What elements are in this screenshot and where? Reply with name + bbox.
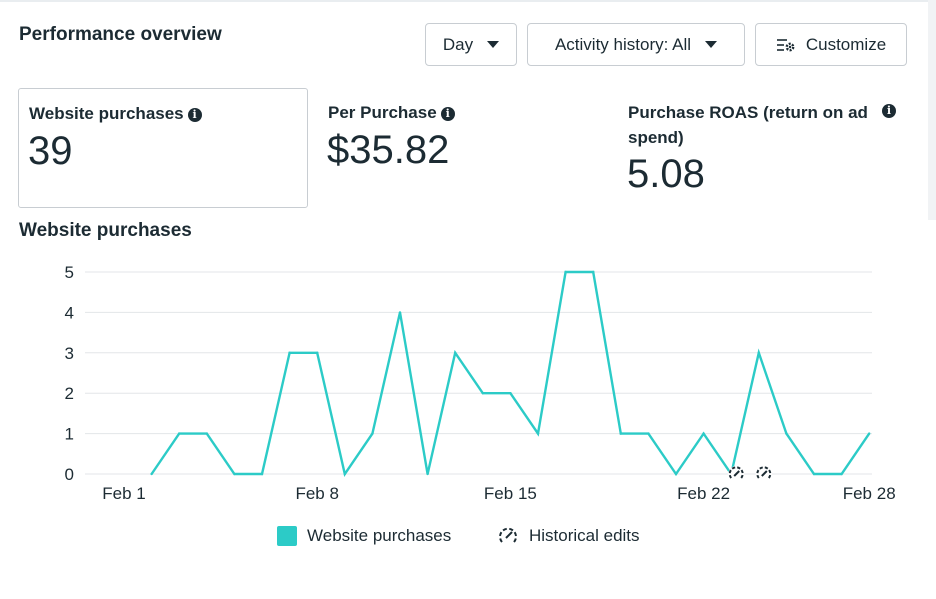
metric-label: Per Purchase i <box>328 100 455 125</box>
x-tick-label: Feb 15 <box>484 484 537 503</box>
customize-button[interactable]: Customize <box>755 23 907 66</box>
chart-title: Website purchases <box>19 220 192 241</box>
data-point <box>785 432 788 435</box>
metric-label: Website purchases i <box>29 101 202 126</box>
data-point <box>868 432 871 435</box>
data-point <box>812 472 816 476</box>
top-divider <box>0 0 936 2</box>
y-tick-label: 5 <box>65 263 74 282</box>
data-point <box>260 472 264 476</box>
activity-history-dropdown[interactable]: Activity history: All <box>527 23 745 66</box>
info-icon[interactable]: i <box>882 104 896 118</box>
data-point <box>674 472 678 476</box>
data-point <box>481 392 484 395</box>
data-point <box>398 311 402 314</box>
metric-card-per-purchase[interactable]: Per Purchase i $35.82 <box>318 88 608 208</box>
historical-edit-icon <box>499 527 517 543</box>
data-point <box>178 432 181 435</box>
day-dropdown-label: Day <box>442 34 474 54</box>
data-point <box>371 432 374 435</box>
legend-label: Website purchases <box>307 526 452 545</box>
legend-item-website-purchases[interactable]: Website purchases <box>277 526 451 546</box>
data-point <box>150 472 153 476</box>
customize-settings-icon <box>776 38 795 51</box>
x-tick-label: Feb 1 <box>102 484 145 503</box>
y-tick-label: 4 <box>65 303 74 322</box>
activity-history-label: Activity history: All <box>554 34 692 54</box>
metric-card-purchase-roas[interactable]: Purchase ROAS (return on ad spend) i 5.0… <box>618 88 908 208</box>
data-point <box>316 351 319 354</box>
y-tick-label: 3 <box>65 344 74 363</box>
data-point <box>757 351 760 354</box>
historical-edit-marker-needle <box>733 470 740 477</box>
page-title: Performance overview <box>19 24 222 45</box>
data-point <box>592 270 595 274</box>
y-tick-label: 2 <box>65 384 74 403</box>
data-point <box>426 472 429 476</box>
data-point <box>536 432 540 435</box>
data-point <box>647 432 650 435</box>
metric-value: 39 <box>28 129 73 173</box>
day-dropdown[interactable]: Day <box>425 23 517 66</box>
metric-value: 5.08 <box>627 152 705 196</box>
data-point <box>343 472 346 476</box>
info-icon[interactable]: i <box>187 108 202 122</box>
data-point <box>702 432 705 435</box>
historical-edit-marker-needle <box>761 470 768 477</box>
metric-label-text: Purchase ROAS (return on ad spend) <box>628 103 868 147</box>
scrollbar[interactable] <box>928 0 936 220</box>
metric-value: $35.82 <box>327 128 450 172</box>
legend-item-historical-edits[interactable]: Historical edits <box>497 526 640 546</box>
data-point <box>564 270 567 274</box>
data-point <box>619 432 622 435</box>
legend-label: Historical edits <box>529 526 640 545</box>
metric-label-text: Per Purchase <box>328 103 437 122</box>
data-point <box>840 472 843 476</box>
metric-label-text: Website purchases <box>29 104 184 123</box>
data-point <box>288 351 291 354</box>
info-icon[interactable]: i <box>440 107 455 121</box>
y-tick-label: 0 <box>65 465 74 484</box>
x-tick-label: Feb 28 <box>843 484 896 503</box>
metric-card-website-purchases[interactable]: Website purchases i 39 <box>18 88 308 208</box>
x-tick-label: Feb 8 <box>295 484 338 503</box>
data-point <box>509 392 512 395</box>
caret-down-icon <box>487 41 500 48</box>
x-tick-label: Feb 22 <box>677 484 730 503</box>
legend-swatch <box>277 526 297 546</box>
data-point <box>205 432 208 435</box>
data-point <box>454 351 457 354</box>
line-chart: 0 1 2 3 4 5 Feb 1 Feb 8 Feb 15 Feb 22 Feb 28 <box>65 263 896 503</box>
data-point <box>233 472 236 476</box>
caret-down-icon <box>705 41 718 48</box>
series-line <box>150 270 871 477</box>
customize-label: Customize <box>805 34 887 54</box>
y-tick-label: 1 <box>65 425 74 444</box>
